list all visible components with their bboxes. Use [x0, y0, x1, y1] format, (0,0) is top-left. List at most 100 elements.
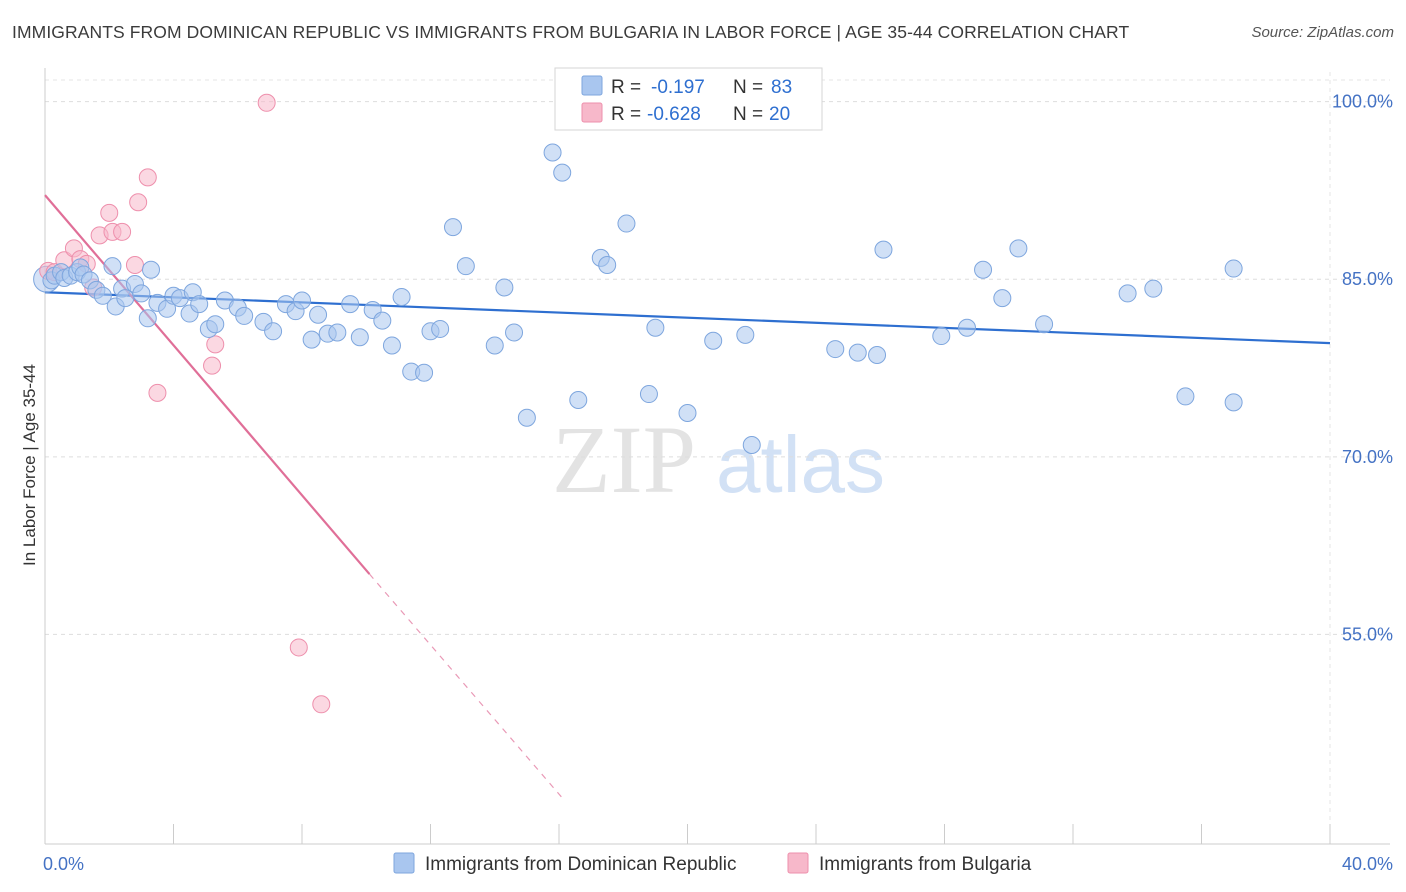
data-point-dominican	[206, 315, 225, 334]
data-point-dominican	[598, 256, 617, 274]
data-point-bulgaria	[206, 335, 225, 354]
data-point-dominican	[302, 330, 321, 349]
series-legend: Immigrants from Dominican Republic Immig…	[393, 852, 1032, 875]
x-tick-labels: 0.0% 40.0%	[43, 854, 1393, 874]
data-point-dominican	[553, 163, 572, 182]
legend-n-label-2: N =	[733, 104, 763, 125]
data-point-dominican	[868, 345, 887, 364]
data-point-bulgaria	[113, 222, 132, 241]
data-point-dominican	[190, 295, 209, 314]
data-point-dominican	[1224, 259, 1243, 278]
data-point-dominican	[704, 331, 723, 350]
data-point-dominican	[517, 408, 536, 427]
data-point-dominican	[142, 260, 161, 279]
data-point-bulgaria	[148, 383, 167, 402]
data-point-dominican	[569, 390, 588, 409]
data-point-dominican	[736, 325, 755, 344]
trend-lines	[44, 194, 1331, 799]
data-point-dominican	[495, 278, 514, 297]
trend-line-bulgaria	[44, 194, 371, 575]
data-point-dominican	[373, 311, 392, 330]
y-tick-label: 100.0%	[1332, 92, 1393, 112]
data-point-dominican	[874, 240, 893, 259]
data-point-dominican	[1009, 239, 1028, 258]
data-point-dominican	[431, 319, 450, 338]
data-point-dominican	[456, 257, 475, 276]
legend-n-value-1: 83	[771, 77, 792, 98]
data-point-dominican	[1176, 387, 1195, 406]
x-tick-label-end: 40.0%	[1342, 854, 1393, 874]
data-point-bulgaria	[312, 695, 331, 714]
data-point-dominican	[505, 323, 524, 342]
data-point-bulgaria	[257, 93, 276, 112]
data-point-dominican	[639, 385, 658, 404]
data-point-bulgaria	[138, 168, 157, 187]
data-point-dominican	[235, 306, 254, 325]
data-point-dominican	[848, 343, 867, 362]
trend-extension-bulgaria	[369, 573, 563, 799]
data-point-dominican	[993, 289, 1012, 308]
trend-line-dominican	[44, 291, 1331, 345]
data-point-dominican	[103, 257, 122, 276]
data-point-dominican	[543, 143, 562, 162]
data-point-dominican	[617, 214, 636, 233]
data-point-dominican	[116, 289, 135, 308]
data-points	[33, 93, 1243, 714]
data-point-bulgaria	[129, 193, 148, 212]
legend-n-label-1: N =	[733, 77, 763, 98]
legend-r-value-2: -0.628	[647, 104, 701, 125]
data-point-dominican	[1118, 284, 1137, 303]
data-point-dominican	[742, 435, 761, 454]
data-point-dominican	[138, 309, 157, 328]
data-point-dominican	[1035, 315, 1054, 334]
legend-swatch-bulgaria	[581, 102, 603, 123]
chart-title: IMMIGRANTS FROM DOMINICAN REPUBLIC VS IM…	[12, 22, 1130, 42]
y-tick-label: 55.0%	[1342, 624, 1393, 644]
x-tick-label-start: 0.0%	[43, 854, 84, 874]
axes	[44, 68, 1390, 845]
data-point-dominican	[341, 295, 360, 314]
watermark-zip: ZIP	[552, 406, 696, 513]
y-tick-label: 85.0%	[1342, 269, 1393, 289]
data-point-dominican	[93, 286, 112, 305]
bottom-legend-label-bulgaria: Immigrants from Bulgaria	[819, 854, 1032, 875]
legend-n-value-2: 20	[769, 104, 790, 125]
data-point-bulgaria	[203, 356, 222, 375]
legend-r-label-2: R =	[611, 104, 641, 125]
data-point-dominican	[415, 363, 434, 382]
bottom-legend-swatch-dominican	[393, 852, 415, 874]
data-point-dominican	[328, 323, 347, 342]
legend-swatch-dominican	[581, 75, 603, 96]
data-point-dominican	[309, 305, 328, 324]
data-point-dominican	[443, 218, 462, 237]
stats-legend: R = -0.197 N = 83 R = -0.628 N = 20	[554, 67, 823, 131]
data-point-dominican	[826, 340, 845, 359]
data-point-dominican	[1144, 279, 1163, 298]
data-point-dominican	[293, 291, 311, 310]
bottom-legend-label-dominican: Immigrants from Dominican Republic	[425, 854, 737, 875]
data-point-dominican	[1224, 393, 1243, 412]
legend-r-value-1: -0.197	[651, 77, 705, 98]
data-point-bulgaria	[100, 203, 119, 222]
data-point-dominican	[382, 336, 401, 355]
data-point-dominican	[646, 318, 665, 337]
data-point-dominican	[678, 404, 697, 423]
data-point-dominican	[485, 336, 504, 355]
data-point-dominican	[350, 328, 369, 347]
data-point-bulgaria	[289, 638, 308, 657]
data-point-dominican	[974, 260, 993, 279]
data-point-dominican	[392, 287, 411, 306]
data-point-dominican	[132, 284, 151, 303]
y-tick-label: 70.0%	[1342, 447, 1393, 467]
chart-source: Source: ZipAtlas.com	[1251, 24, 1394, 41]
y-axis-label: In Labor Force | Age 35-44	[20, 364, 39, 566]
data-point-dominican	[932, 327, 951, 346]
bottom-legend-swatch-bulgaria	[787, 852, 809, 874]
y-tick-labels: 55.0% 70.0% 85.0% 100.0%	[1332, 92, 1393, 645]
data-point-dominican	[264, 322, 283, 341]
legend-r-label-1: R =	[611, 77, 641, 98]
data-point-bulgaria	[125, 256, 144, 274]
data-point-dominican	[957, 318, 976, 337]
watermark-atlas: atlas	[716, 420, 885, 509]
